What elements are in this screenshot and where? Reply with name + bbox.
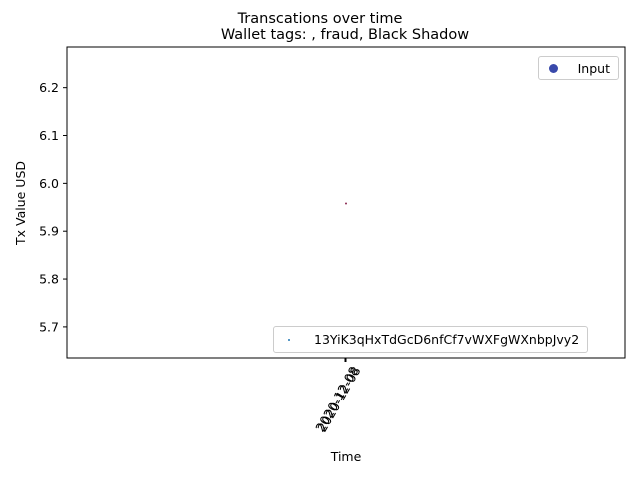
legend-input: Input (537, 56, 619, 80)
y-tick-label: 6.2 (39, 80, 59, 95)
chart-title: Wallet tags: , fraud, Black Shadow (221, 27, 469, 43)
chart-suptitle: Transcations over time (237, 11, 403, 27)
y-axis-label: Tx Value USD (13, 161, 28, 246)
data-point (345, 202, 347, 205)
legend-marker-point (288, 338, 290, 341)
y-axis: 5.7 5.8 5.9 6.0 6.1 6.2 (39, 80, 67, 334)
legend-label: 13YiK3qHxTdGcD6nfCf7vWXFgWXnbpJvy2 (314, 332, 580, 347)
y-tick-label: 5.7 (39, 319, 59, 334)
y-tick-label: 6.1 (39, 128, 59, 143)
data-points (345, 202, 347, 205)
legend-wallet: 13YiK3qHxTdGcD6nfCf7vWXFgWXnbpJvy2 (273, 326, 589, 353)
x-tick-label: 2020-12-08 (314, 364, 363, 434)
legend-label: Input (577, 60, 610, 76)
x-axis-label: Time (330, 449, 362, 464)
legend-marker-circle (548, 63, 558, 73)
y-tick-label: 5.8 (39, 272, 59, 287)
y-tick-label: 6.0 (39, 176, 59, 191)
y-tick-label: 5.9 (39, 224, 59, 239)
